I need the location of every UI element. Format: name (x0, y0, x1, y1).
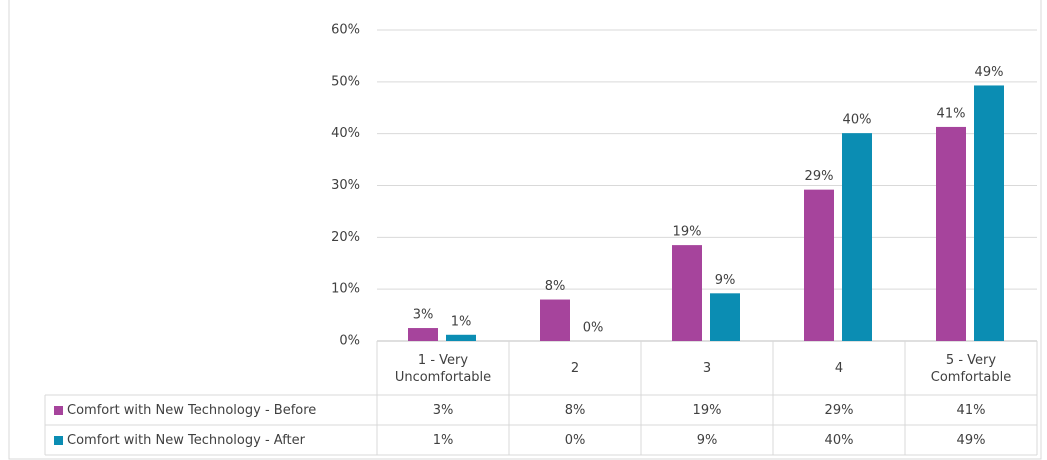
data-label: 9% (715, 273, 736, 288)
data-label: 41% (937, 106, 966, 121)
y-tick-label: 40% (331, 126, 360, 141)
data-label: 19% (673, 225, 702, 240)
y-tick-label: 60% (331, 23, 360, 38)
bar (804, 189, 834, 341)
data-label: 40% (843, 113, 872, 128)
data-label: 8% (545, 279, 566, 294)
legend-entry: Comfort with New Technology - Before (45, 395, 377, 425)
table-cell: 49% (956, 432, 986, 448)
legend-label: Comfort with New Technology - After (67, 432, 305, 448)
category-label: 3 (702, 361, 712, 376)
table-cell: 9% (696, 432, 718, 448)
y-tick-label: 30% (331, 178, 360, 193)
table-cell: 19% (692, 402, 722, 418)
data-label: 3% (413, 308, 434, 323)
legend-swatch (54, 405, 63, 415)
legend-entry: Comfort with New Technology - After (45, 425, 377, 455)
category-label: 2 (570, 361, 580, 376)
bar (842, 133, 872, 341)
category-label: 4 (834, 361, 844, 376)
frame (8, 0, 1042, 460)
y-tick-label: 0% (339, 334, 360, 349)
data-label: 49% (975, 65, 1004, 80)
table-cell: 3% (432, 402, 454, 418)
bar (540, 299, 570, 341)
data-label: 29% (805, 169, 834, 184)
table-cell: 41% (956, 402, 986, 418)
y-tick-label: 50% (331, 74, 360, 89)
table-cell: 8% (564, 402, 586, 418)
bar (446, 334, 476, 341)
category-label: 5 - Very Comfortable (930, 352, 1012, 385)
data-label: 0% (583, 321, 604, 336)
bar (408, 328, 438, 341)
y-tick-label: 10% (331, 282, 360, 297)
table-cell: 40% (824, 432, 854, 448)
y-tick-label: 20% (331, 230, 360, 245)
bar (672, 245, 702, 341)
category-label: 1 - Very Uncomfortable (394, 352, 492, 385)
legend-swatch (54, 435, 63, 445)
table-cell: 29% (824, 402, 854, 418)
bar (710, 293, 740, 341)
table-cell: 1% (432, 432, 454, 448)
table-cell: 0% (564, 432, 586, 448)
bar (974, 85, 1004, 341)
bar (936, 126, 966, 341)
data-label: 1% (451, 314, 472, 329)
legend-label: Comfort with New Technology - Before (67, 402, 317, 418)
